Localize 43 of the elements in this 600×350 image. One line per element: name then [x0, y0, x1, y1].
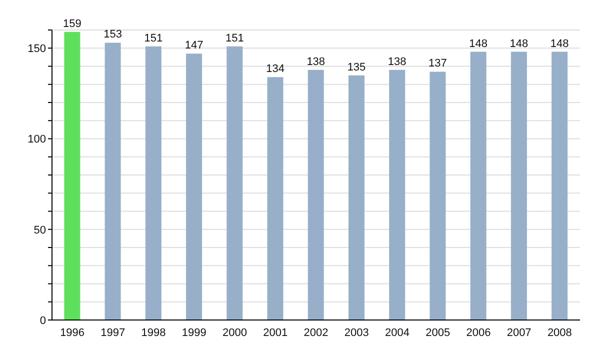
x-tick-label: 2005 [426, 326, 450, 339]
y-tick-label: 150 [28, 43, 46, 56]
x-tick-label: 2007 [506, 326, 532, 339]
bar [348, 75, 364, 320]
bar [104, 42, 121, 320]
bar [145, 46, 162, 320]
x-tick-label: 2004 [384, 326, 410, 339]
bar [226, 46, 243, 320]
data-label: 148 [550, 38, 569, 50]
x-tick-label: 2000 [222, 326, 248, 339]
data-label: 134 [266, 63, 284, 76]
data-label: 151 [144, 32, 163, 44]
x-tick-label: 1999 [182, 326, 206, 339]
bar [267, 77, 284, 320]
data-label: 137 [428, 58, 447, 70]
data-label: 138 [306, 56, 326, 68]
bar [186, 54, 202, 320]
bar [308, 70, 324, 320]
data-label: 159 [63, 18, 82, 30]
x-tick-label: 1998 [141, 326, 166, 339]
y-tick-label: 50 [34, 224, 46, 236]
y-tick-label: 0 [40, 314, 46, 327]
data-label: 151 [225, 32, 244, 44]
x-tick-label: 2006 [466, 326, 491, 339]
x-tick-label: 2001 [263, 326, 288, 339]
data-label: 138 [388, 56, 406, 68]
x-tick-label: 2003 [344, 326, 369, 339]
bar [430, 72, 446, 320]
bar [552, 52, 568, 320]
data-label: 135 [347, 61, 366, 74]
x-tick-label: 2008 [547, 326, 572, 339]
data-label: 153 [104, 28, 122, 41]
data-label: 147 [184, 40, 204, 52]
x-tick-label: 1996 [60, 326, 85, 339]
bar [470, 52, 486, 320]
data-label: 148 [510, 38, 528, 50]
x-tick-label: 1997 [100, 326, 126, 339]
y-tick-label: 100 [28, 134, 46, 146]
x-tick-label: 2002 [304, 326, 328, 339]
bar [389, 70, 406, 320]
bar [510, 52, 527, 320]
data-label: 148 [469, 38, 488, 50]
bar [64, 32, 80, 320]
